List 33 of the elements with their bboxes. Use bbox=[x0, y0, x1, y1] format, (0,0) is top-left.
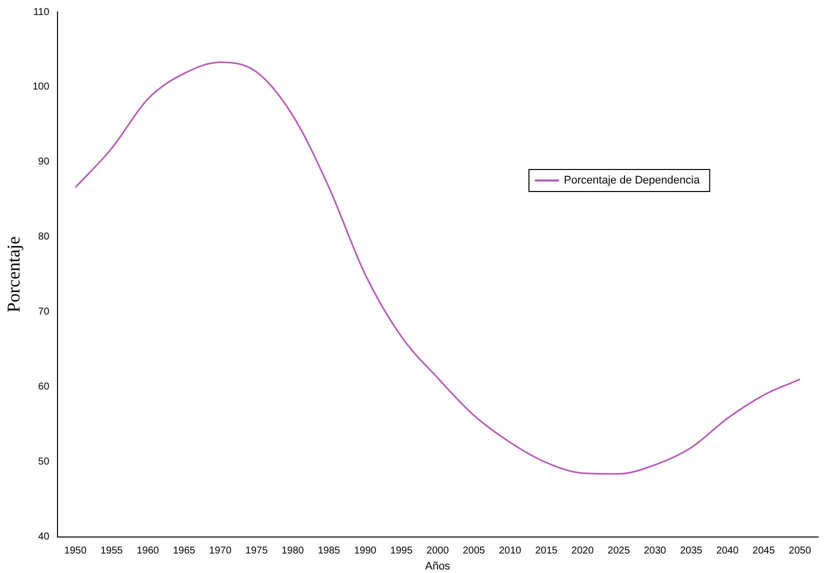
x-tick-label: 1950 bbox=[64, 546, 87, 557]
x-tick-label: 2005 bbox=[462, 546, 486, 557]
x-tick-label: 1960 bbox=[136, 546, 160, 557]
x-tick-label: 2015 bbox=[535, 546, 558, 557]
x-tick-label: 1980 bbox=[282, 546, 304, 557]
x-tick-label: 2020 bbox=[571, 546, 594, 557]
x-tick-label: 2025 bbox=[608, 546, 630, 557]
y-tick-label: 70 bbox=[38, 306, 50, 318]
x-tick-label: 1975 bbox=[245, 546, 268, 557]
x-tick-label: 1990 bbox=[354, 546, 377, 557]
x-tick-label: 2045 bbox=[752, 546, 776, 557]
legend-label: Porcentaje de Dependencia bbox=[564, 174, 701, 186]
x-tick-label: 2010 bbox=[498, 546, 522, 557]
x-tick-label: 2050 bbox=[788, 546, 812, 557]
x-tick-label: 2040 bbox=[716, 546, 739, 557]
x-tick-label: 1955 bbox=[100, 546, 124, 557]
x-tick-label: 1965 bbox=[172, 546, 196, 557]
y-tick-label: 100 bbox=[32, 82, 50, 93]
line-series bbox=[74, 61, 801, 475]
y-tick-label: 60 bbox=[38, 382, 50, 393]
x-axis-title: Años bbox=[425, 560, 451, 572]
x-tick-label: 1995 bbox=[390, 546, 413, 557]
x-tick-label: 1970 bbox=[209, 546, 232, 557]
y-tick-label: 50 bbox=[38, 456, 50, 468]
x-tick-label: 1985 bbox=[318, 546, 341, 557]
y-tick-label: 90 bbox=[38, 156, 50, 168]
y-tick-label: 40 bbox=[38, 532, 50, 543]
x-tick-label: 2035 bbox=[680, 546, 703, 557]
y-tick-label: 80 bbox=[38, 232, 50, 243]
x-tick-label: 2000 bbox=[426, 546, 450, 557]
y-axis-title: Porcentaje bbox=[4, 236, 24, 312]
x-tick-label: 2030 bbox=[644, 546, 667, 557]
y-tick-label: 110 bbox=[33, 6, 50, 18]
